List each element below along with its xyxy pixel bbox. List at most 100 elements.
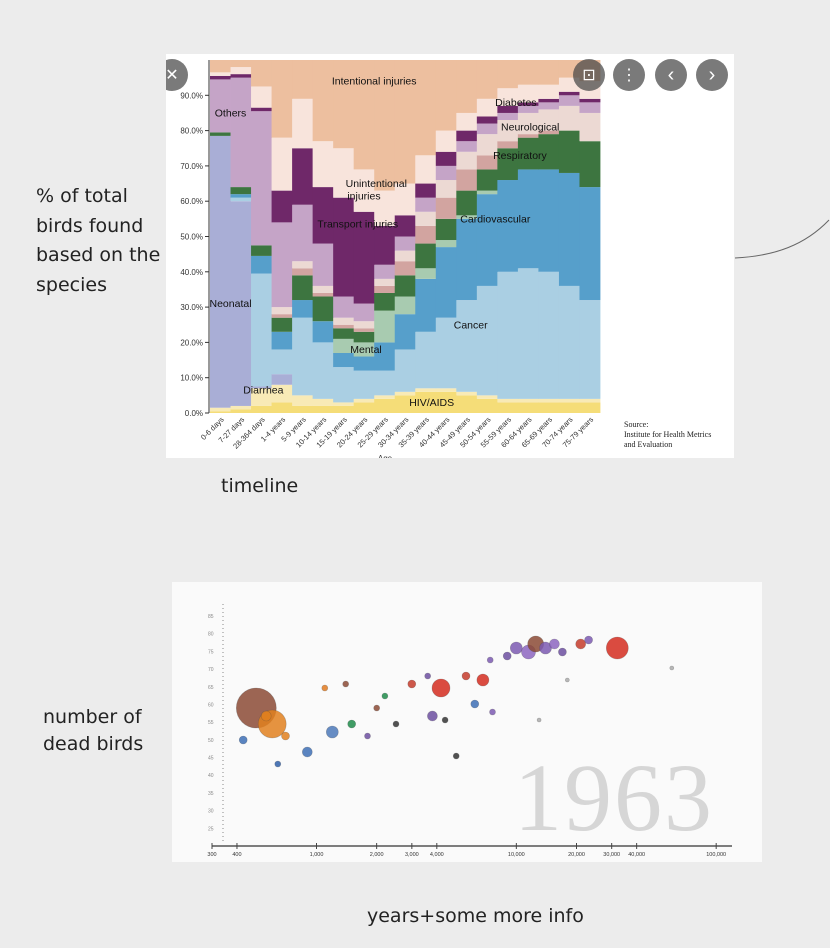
bubble-chart: 1963 85 80 75 70 65 60 55 50 45 40 35 30 25 300 400 1,0… (172, 582, 762, 862)
stack-segment (353, 211, 375, 304)
data-bubble (452, 752, 460, 760)
y-tick-label: 55 (208, 720, 214, 726)
stack-segment (538, 169, 560, 272)
stack-segment (292, 405, 314, 413)
stack-segment (538, 130, 560, 135)
data-bubble (476, 673, 490, 687)
data-bubble (575, 638, 587, 650)
source-line: and Evaluation (624, 440, 673, 449)
data-bubble (558, 647, 567, 657)
stack-segment (415, 278, 437, 332)
visual-search-button[interactable]: ⊡ (573, 59, 605, 91)
stack-segment (333, 324, 355, 329)
y-tick-label: 45 (208, 756, 214, 762)
stack-segment (353, 370, 375, 399)
y-tick-label: 40.0% (180, 268, 203, 277)
stack-segment (497, 88, 519, 106)
stack-segment (271, 317, 293, 332)
stack-segment (435, 151, 457, 166)
stack-segment (292, 268, 314, 276)
next-button[interactable]: › (696, 59, 728, 91)
stack-segment (394, 391, 416, 396)
area-label: Mental (350, 344, 382, 356)
stack-segment (230, 201, 252, 406)
stack-segment (538, 398, 560, 403)
stack-segment (538, 134, 560, 170)
stack-segment (538, 102, 560, 110)
data-bubble (407, 679, 417, 689)
x-tick-label: 3,000 (405, 852, 419, 858)
stack-segment (415, 183, 437, 198)
x-tick-label: 4,000 (430, 852, 444, 858)
stack-segment (476, 116, 498, 124)
data-bubble (238, 735, 248, 745)
stack-segment (517, 84, 539, 103)
stack-segment (538, 271, 560, 399)
y-tick-label: 70.0% (180, 162, 203, 171)
area-label: Transport injuries (317, 219, 398, 231)
stack-segment (476, 395, 498, 399)
stack-segment (435, 247, 457, 318)
stack-segment (333, 328, 355, 339)
stack-segment (230, 409, 252, 413)
x-tick-label: 30,000 (603, 852, 620, 858)
annotation-line: birds found (36, 214, 144, 237)
data-bubble (321, 684, 329, 692)
stack-segment (210, 135, 231, 408)
stack-segment (497, 398, 519, 403)
stack-segment (435, 240, 457, 248)
data-bubble (509, 641, 523, 655)
data-bubble (274, 760, 282, 768)
stacked-chart-svg: 0.0% 10.0% 20.0% 30.0% 40.0% 50.0% 60.0% 70.0% 8… (180, 60, 601, 458)
data-bubble (564, 677, 570, 683)
stack-segment (271, 137, 293, 191)
area-label: Unintentional (346, 178, 407, 190)
stack-segment (394, 215, 416, 237)
stack-segment (517, 268, 539, 399)
stack-segment (476, 60, 498, 99)
stack-segment (394, 314, 416, 350)
stack-segment (579, 141, 601, 188)
stack-segment (374, 342, 396, 371)
stack-segment (558, 402, 580, 413)
stack-segment (538, 109, 560, 131)
previous-button[interactable]: ‹ (655, 59, 687, 91)
close-button[interactable]: ✕ (166, 59, 188, 91)
stack-segment (210, 411, 231, 414)
y-tick-label: 80.0% (180, 127, 203, 136)
stack-segment (579, 102, 601, 113)
x-tick-label: 10,000 (508, 852, 525, 858)
stack-segment (353, 398, 375, 403)
stack-segment (415, 211, 437, 226)
area-label: Intentional injuries (332, 76, 417, 88)
data-bubble (486, 656, 494, 664)
stack-segment (333, 367, 355, 403)
stack-segment (374, 264, 396, 279)
stack-segment (353, 331, 375, 343)
stack-segment (374, 278, 396, 286)
stack-segment (312, 187, 334, 244)
next-icon: › (708, 63, 716, 86)
stack-segment (230, 194, 252, 198)
stack-segment (353, 60, 375, 170)
stack-segment (476, 98, 498, 117)
stack-segment (333, 402, 355, 406)
stack-segment (292, 317, 314, 396)
data-bubble (470, 699, 480, 709)
y-tick-label: 70 (208, 667, 214, 673)
annotation-line: based on the (36, 244, 161, 266)
stack-segment (333, 317, 355, 325)
stack-segment (558, 91, 580, 96)
stack-segment (476, 123, 498, 135)
stack-segment (558, 285, 580, 399)
stack-segment (271, 349, 293, 375)
y-tick-label: 75 (208, 649, 214, 655)
more-options-button[interactable]: ⋮ (613, 59, 645, 91)
stack-segment (415, 331, 437, 389)
stack-segment (394, 296, 416, 315)
x-tick-label: 20,000 (568, 852, 585, 858)
stack-segment (517, 60, 539, 85)
stack-segment (415, 225, 437, 244)
annotation-line: species (36, 273, 107, 296)
stack-segment (333, 352, 355, 368)
